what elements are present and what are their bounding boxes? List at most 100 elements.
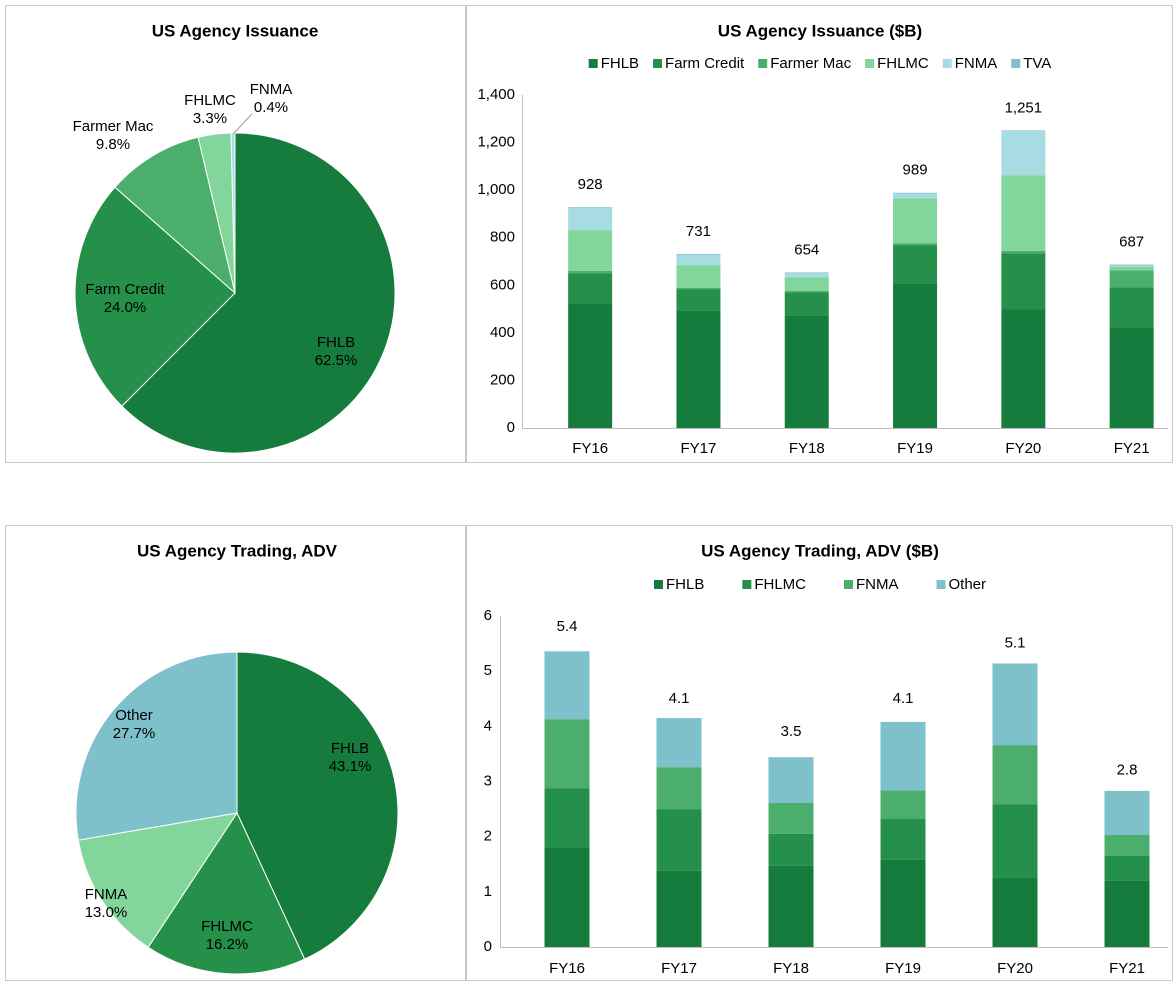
slice-percent: 24.0% xyxy=(104,299,147,316)
total-label: 687 xyxy=(1119,234,1144,251)
slice-name: FHLB xyxy=(317,334,355,351)
bar-segment xyxy=(676,255,721,266)
legend-label: FNMA xyxy=(856,576,899,593)
y-tick-label: 2 xyxy=(484,828,492,845)
slice-percent: 3.3% xyxy=(193,110,227,127)
chart-title: US Agency Trading, ADV xyxy=(137,541,338,560)
bar-segment xyxy=(1104,835,1150,856)
legend-swatch xyxy=(844,580,853,589)
total-label: 2.8 xyxy=(1117,762,1138,779)
bar-segment xyxy=(784,272,829,274)
bar-segment xyxy=(568,207,613,209)
bar-segment xyxy=(893,245,938,284)
bar-segment xyxy=(880,790,926,820)
total-label: 731 xyxy=(686,223,711,240)
panel-border xyxy=(5,5,466,463)
bar-segment xyxy=(768,833,814,866)
bar-segment xyxy=(992,663,1038,746)
bar-segment xyxy=(544,847,590,947)
leader-line xyxy=(232,113,253,135)
slice-name: Farmer Mac xyxy=(73,118,154,135)
bar-segment xyxy=(656,718,702,768)
slice-percent: 9.8% xyxy=(96,136,130,153)
legend-swatch xyxy=(936,580,946,589)
bar-segment xyxy=(1001,309,1046,428)
total-label: 3.5 xyxy=(781,723,802,740)
x-tick-label: FY17 xyxy=(681,440,717,457)
legend-swatch xyxy=(942,59,952,68)
bar-segment xyxy=(676,287,721,290)
bar-segment xyxy=(544,719,590,789)
slice-name: FNMA xyxy=(250,81,293,98)
bar-segment xyxy=(992,804,1038,879)
legend-swatch xyxy=(1011,59,1021,68)
legend-label: Other xyxy=(949,576,987,593)
bar-segment xyxy=(568,208,613,231)
bar-segment xyxy=(1109,264,1154,266)
bar-segment xyxy=(568,230,613,271)
bar-segment xyxy=(656,870,702,947)
bar-segment xyxy=(544,651,590,720)
bar-segment xyxy=(893,192,938,194)
bar-segment xyxy=(1109,327,1154,428)
bar-segment xyxy=(880,859,926,947)
pie-slice xyxy=(230,132,236,294)
slice-name: FHLB xyxy=(331,740,369,757)
legend-label: FNMA xyxy=(955,55,998,72)
chart-title: US Agency Trading, ADV ($B) xyxy=(701,541,939,560)
x-tick-label: FY16 xyxy=(549,960,585,977)
slice-percent: 62.5% xyxy=(315,352,358,369)
total-label: 654 xyxy=(794,241,819,258)
y-tick-label: 0 xyxy=(507,419,515,436)
y-tick-label: 800 xyxy=(490,229,515,246)
pie-slice xyxy=(74,186,236,407)
bar-segment xyxy=(676,254,721,256)
legend-label: FHLMC xyxy=(754,576,806,593)
bar-segment xyxy=(1104,790,1150,836)
pie-slice xyxy=(77,812,239,948)
bar-segment xyxy=(568,273,613,304)
pie-slice xyxy=(236,651,399,960)
bar-segment xyxy=(768,865,814,947)
y-tick-label: 1 xyxy=(484,883,492,900)
x-tick-label: FY19 xyxy=(885,960,921,977)
bar-segment xyxy=(893,283,938,428)
x-tick-label: FY20 xyxy=(1005,440,1041,457)
slice-name: FHLMC xyxy=(201,918,253,935)
slice-percent: 27.7% xyxy=(113,725,156,742)
bar-segment xyxy=(1109,270,1154,288)
slice-name: Farm Credit xyxy=(85,281,165,298)
pie-slice xyxy=(147,811,306,975)
x-tick-label: FY20 xyxy=(997,960,1033,977)
legend-label: Farmer Mac xyxy=(770,55,851,72)
x-tick-label: FY19 xyxy=(897,440,933,457)
legend-label: Farm Credit xyxy=(665,55,745,72)
bar-segment xyxy=(784,277,829,291)
bar-segment xyxy=(893,198,938,244)
total-label: 989 xyxy=(903,162,928,179)
pie-slice xyxy=(114,136,236,295)
slice-name: FHLMC xyxy=(184,92,236,109)
bar-segment xyxy=(1109,265,1154,267)
slice-name: Other xyxy=(115,707,153,724)
legend: FHLB Farm Credit Farmer Mac FHLMC FNMA TVA xyxy=(588,55,1051,72)
bar-segment xyxy=(1109,266,1154,271)
y-tick-label: 1,000 xyxy=(477,181,515,198)
pie-slice xyxy=(121,132,396,454)
legend-label: FHLMC xyxy=(877,55,929,72)
total-label: 5.1 xyxy=(1005,635,1026,652)
bar-segment xyxy=(784,290,829,293)
x-tick-label: FY17 xyxy=(661,960,697,977)
bar-segment xyxy=(544,788,590,848)
pie-slice xyxy=(75,651,238,841)
bar-segment xyxy=(1001,253,1046,310)
bar-segment xyxy=(1104,855,1150,881)
bar-segment xyxy=(1104,880,1150,947)
chart-title: US Agency Issuance xyxy=(152,21,319,40)
slice-percent: 43.1% xyxy=(329,758,372,775)
y-tick-label: 4 xyxy=(484,717,492,734)
bar-segment xyxy=(784,273,829,278)
legend-label: TVA xyxy=(1023,55,1051,72)
bar-segment xyxy=(784,315,829,428)
